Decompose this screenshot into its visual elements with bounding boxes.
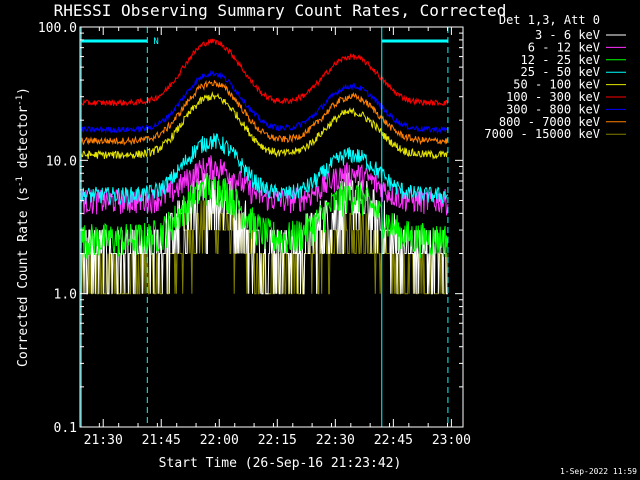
legend-label: 300 - 800 keV	[506, 102, 600, 116]
legend-title: Det 1,3, Att 0	[499, 13, 600, 27]
series-line	[80, 133, 449, 207]
x-tick-label: 22:15	[258, 433, 297, 448]
y-tick-label: 100.0	[38, 21, 77, 36]
series-line	[80, 80, 449, 146]
y-axis-label-mid: detector	[16, 106, 31, 177]
y-axis-label-end: )	[16, 87, 31, 95]
series-line	[80, 172, 448, 295]
date-stamp: 1-Sep-2022 11:59	[560, 467, 637, 476]
y-axis-label-sup2: -1	[15, 95, 25, 106]
x-tick-label: 21:45	[142, 433, 181, 448]
y-axis-label: Corrected Count Rate (s-1 detector-1)	[15, 87, 31, 367]
legend-label: 25 - 50 keV	[521, 65, 600, 79]
plot-frame	[79, 26, 464, 428]
series-line	[80, 38, 449, 107]
legend-label: 100 - 300 keV	[506, 90, 600, 104]
y-tick-label: 10.0	[46, 154, 77, 169]
y-axis-label-sup1: -1	[15, 176, 25, 187]
x-tick-label: 22:00	[200, 433, 239, 448]
y-tick-label: 0.1	[54, 421, 77, 436]
legend-label: 7000 - 15000 keV	[484, 127, 600, 141]
x-tick-label: 23:00	[432, 433, 471, 448]
x-tick-label: 21:30	[84, 433, 123, 448]
series-line	[80, 91, 449, 161]
legend-label: 50 - 100 keV	[513, 78, 600, 92]
night-bar-label: N	[153, 37, 158, 47]
x-tick-label: 22:45	[374, 433, 413, 448]
y-axis-label-main: Corrected Count Rate (s	[16, 187, 31, 367]
x-tick-label: 22:30	[316, 433, 355, 448]
chart-title: RHESSI Observing Summary Count Rates, Co…	[54, 1, 507, 20]
legend-label: 6 - 12 keV	[528, 40, 600, 54]
y-axis: 100.0 10.0 1.0 0.1	[38, 21, 463, 436]
x-axis: 21:30 21:45 22:00 22:15 22:30 22:45 23:00	[79, 27, 471, 448]
y-tick-label: 1.0	[54, 288, 77, 303]
legend-label: 12 - 25 keV	[521, 53, 600, 67]
legend-label: 800 - 7000 keV	[499, 115, 600, 129]
plot-area: N	[80, 27, 449, 427]
series-line	[80, 172, 449, 259]
series-line	[80, 69, 449, 135]
series-line	[80, 155, 449, 216]
x-axis-label: Start Time (26-Sep-16 21:23:42)	[159, 456, 402, 471]
legend-label: 3 - 6 keV	[535, 28, 600, 42]
